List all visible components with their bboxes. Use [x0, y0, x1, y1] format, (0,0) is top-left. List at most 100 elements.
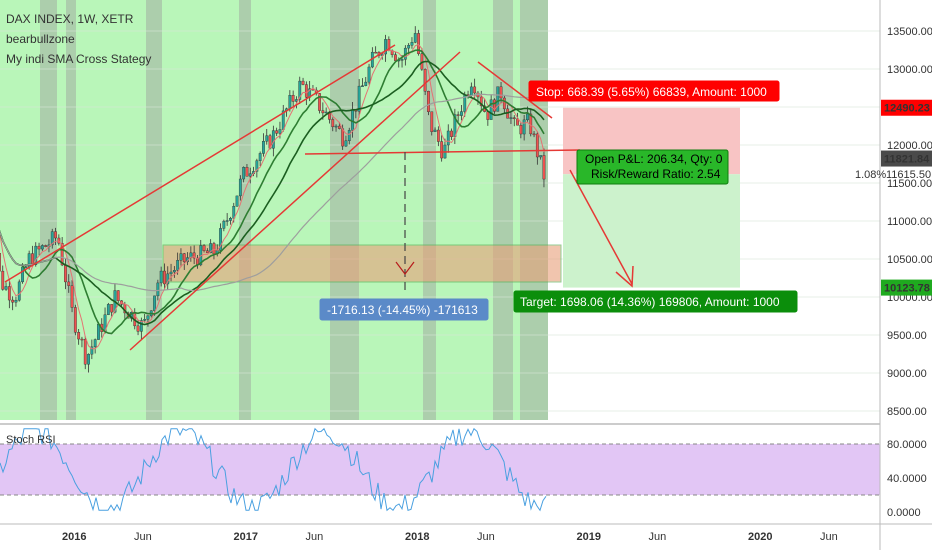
- candle-body-84: [262, 141, 265, 154]
- candle-body-31: [87, 353, 90, 365]
- candle-body-80: [248, 173, 252, 177]
- candle-body-128: [407, 45, 411, 49]
- candle-body-154: [493, 99, 496, 112]
- candle-body-37: [106, 304, 110, 315]
- candle-body-160: [512, 117, 516, 120]
- candle-body-77: [238, 178, 242, 197]
- candle-body-21: [54, 231, 57, 239]
- pnl-line2: Risk/Reward Ratio: 2.54: [591, 167, 721, 181]
- candle-body-29: [80, 338, 84, 341]
- neckline: [304, 149, 581, 155]
- candle-body-23: [60, 243, 64, 266]
- target-box-text: Target: 1698.06 (14.36%) 169806, Amount:…: [520, 295, 780, 309]
- time-tick-7: Jun: [649, 531, 667, 543]
- candle-body-83: [258, 153, 262, 161]
- candle-body-93: [291, 95, 295, 102]
- candle-body-89: [278, 129, 282, 134]
- stoch-rsi-line: [0, 427, 547, 512]
- candle-body-33: [93, 339, 97, 348]
- candle-body-78: [242, 167, 246, 180]
- candle-body-137: [436, 129, 440, 142]
- trendline-lower: [129, 51, 461, 351]
- candle-body-7: [7, 286, 11, 301]
- candle-body-38: [110, 304, 114, 313]
- candle-body-106: [334, 125, 338, 128]
- candle-body-52: [156, 282, 160, 297]
- price-tick-0: 13500.00: [887, 26, 932, 38]
- candle-body-152: [486, 111, 490, 120]
- candle-body-148: [473, 86, 477, 94]
- candle-body-85: [265, 135, 269, 142]
- grey-band-3: [239, 0, 251, 420]
- time-tick-1: Jun: [134, 531, 152, 543]
- measured-move-arrow: [395, 261, 415, 275]
- candle-body-101: [318, 93, 321, 111]
- candle-body-58: [176, 260, 180, 271]
- candle-body-126: [400, 59, 404, 61]
- candle-body-95: [298, 80, 302, 100]
- candle-body-34: [97, 323, 100, 340]
- candle-body-169: [542, 155, 546, 180]
- time-tick-4: 2018: [405, 531, 429, 543]
- stoch-tick-1: 40.0000: [887, 473, 927, 485]
- grey-band-7: [520, 0, 548, 420]
- symbol-title: DAX INDEX, 1W, XETR: [6, 12, 134, 26]
- candle-body-67: [205, 250, 209, 254]
- pct-label: 1.08%: [855, 169, 886, 181]
- measure-box-text: -1716.13 (-14.45%) -171613: [327, 303, 478, 317]
- candle-body-16: [37, 245, 41, 250]
- price-tick-5: 11000.00: [887, 216, 932, 228]
- ma-slow-line: [0, 60, 545, 326]
- candle-body-129: [410, 42, 414, 46]
- time-tick-6: 2019: [577, 531, 601, 543]
- candle-body-141: [450, 130, 453, 137]
- candle-body-25: [67, 281, 71, 286]
- candle-body-47: [139, 320, 143, 332]
- candle-body-17: [40, 245, 44, 250]
- trendline-descending: [477, 61, 553, 119]
- candle-body-107: [337, 125, 341, 129]
- candle-body-53: [159, 270, 163, 284]
- price-tick-9: 9000.00: [887, 368, 927, 380]
- price-tick-10: 8500.00: [887, 406, 927, 418]
- candle-body-164: [526, 113, 529, 121]
- candle-body-124: [394, 54, 397, 61]
- time-tick-3: Jun: [306, 531, 324, 543]
- price-tick-8: 9500.00: [887, 330, 927, 342]
- stop-price-badge: 12490.23: [884, 103, 930, 115]
- candle-body-73: [225, 220, 229, 222]
- candle-body-97: [304, 84, 308, 98]
- candle-body-48: [143, 319, 147, 321]
- candle-body-20: [50, 231, 54, 246]
- candle-body-102: [321, 110, 325, 114]
- candle-body-92: [288, 95, 292, 109]
- candle-body-69: [212, 243, 216, 255]
- entry-price-label: 11615.50: [886, 169, 931, 181]
- candle-body-15: [34, 245, 38, 265]
- candle-body-14: [31, 253, 34, 265]
- candle-body-114: [361, 85, 364, 87]
- stop-price-badge-bg: [881, 99, 932, 116]
- candle-body-27: [73, 307, 77, 333]
- author-name: bearbullzone: [6, 32, 75, 46]
- candle-body-136: [433, 129, 437, 132]
- candle-body-60: [182, 253, 186, 263]
- projection-arrow-head: [615, 265, 634, 288]
- stop-box: [528, 80, 780, 102]
- candle-body-88: [275, 130, 279, 134]
- candle-body-24: [64, 264, 67, 283]
- grey-band-4: [330, 0, 359, 420]
- target-zone: [563, 174, 740, 288]
- candle-body-156: [499, 86, 503, 99]
- candle-body-82: [255, 160, 259, 172]
- candle-body-55: [166, 273, 170, 285]
- candle-body-4: [0, 253, 1, 272]
- candle-body-10: [17, 281, 21, 301]
- candle-body-103: [324, 111, 328, 114]
- candle-body-71: [219, 228, 222, 251]
- candle-body-143: [456, 114, 460, 116]
- candle-body-72: [222, 220, 226, 229]
- candle-body-159: [509, 117, 513, 119]
